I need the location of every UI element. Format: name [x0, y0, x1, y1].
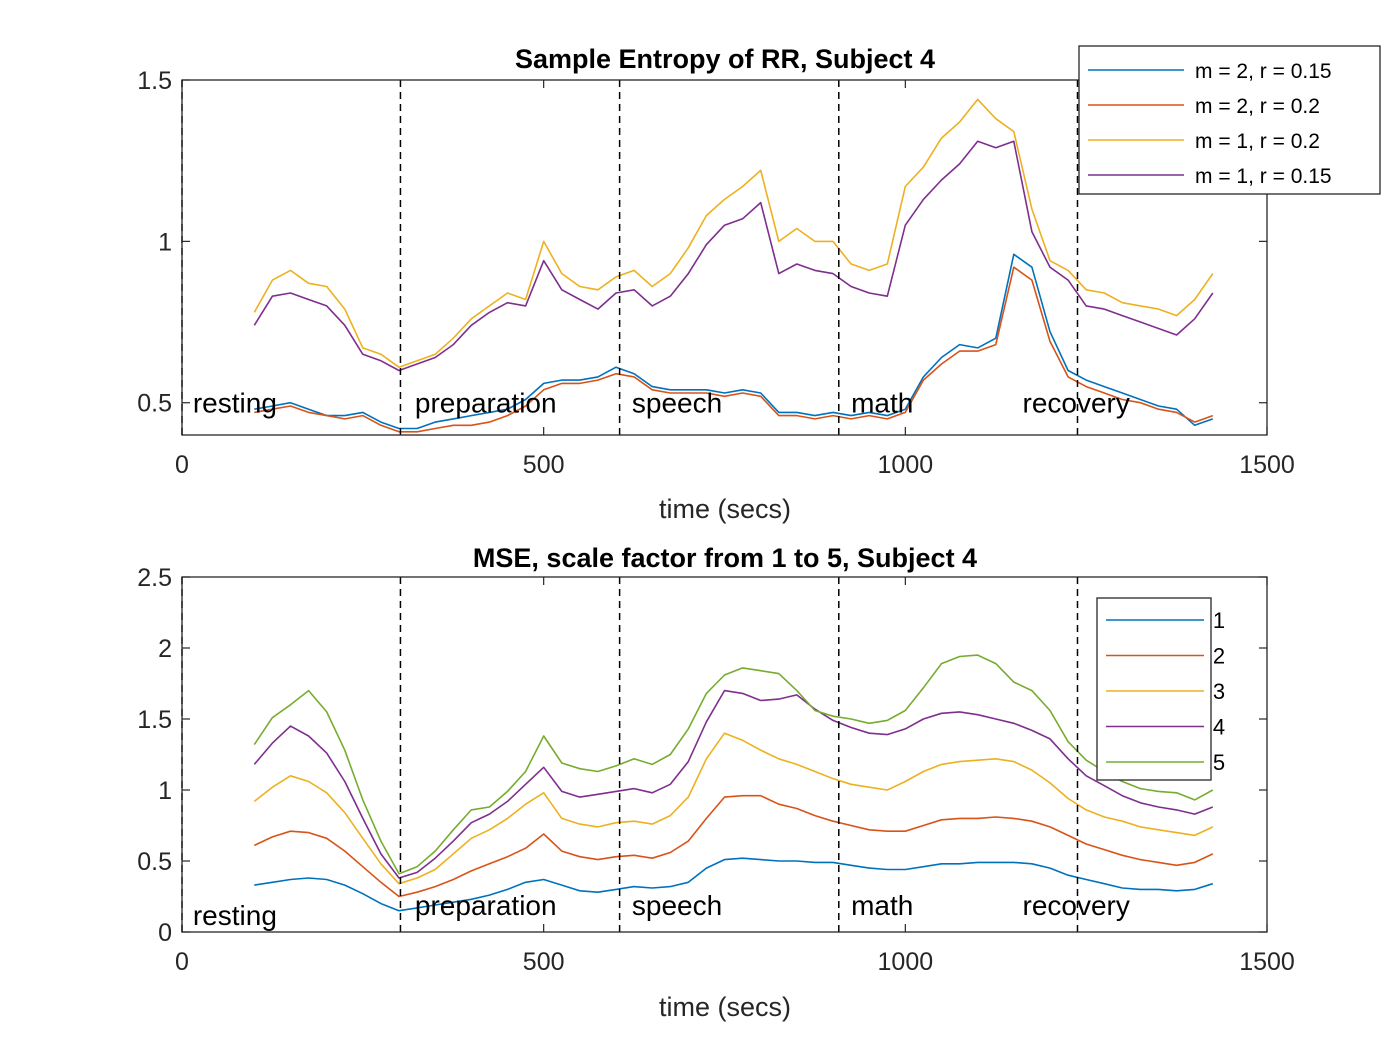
chart-title: MSE, scale factor from 1 to 5, Subject 4: [473, 543, 977, 573]
phase-label-resting: resting: [193, 388, 277, 419]
phase-label-math: math: [851, 388, 913, 419]
axes-box: [181, 79, 1268, 436]
y-tick-label: 1.5: [137, 706, 172, 734]
sample-entropy-chart: Sample Entropy of RR, Subject 4 time (se…: [137, 44, 1381, 524]
y-tick-label: 1: [158, 777, 172, 805]
y-tick-label: 1.5: [137, 67, 172, 95]
x-tick-label: 1000: [878, 948, 934, 976]
chart-title: Sample Entropy of RR, Subject 4: [515, 44, 935, 74]
series-line-3: [253, 732, 1214, 885]
phase-label-resting: resting: [193, 900, 277, 931]
x-tick-label: 500: [523, 948, 565, 976]
series-group: [253, 654, 1214, 912]
x-tick-label: 1500: [1239, 948, 1295, 976]
x-tick-label: 1500: [1239, 451, 1295, 479]
legend-entry: m = 1, r = 0.15: [1195, 165, 1332, 188]
legend-entry: 4: [1213, 715, 1225, 740]
plot-area: resting preparation speech math recovery 0 500…: [137, 67, 1295, 479]
series-line-2: [253, 794, 1214, 898]
y-tick-label: 2.5: [137, 564, 172, 592]
legend-entry: m = 2, r = 0.15: [1195, 60, 1332, 83]
y-tick-label: 2: [158, 635, 172, 663]
x-axis-label: time (secs): [659, 494, 791, 524]
phase-label-preparation: preparation: [415, 388, 557, 419]
phase-label-recovery: recovery: [1023, 388, 1130, 419]
x-tick-label: 500: [523, 451, 565, 479]
series-line-1: [254, 857, 1214, 912]
phase-label-preparation: preparation: [415, 890, 557, 921]
phase-label-speech: speech: [632, 388, 722, 419]
legend-entry: m = 1, r = 0.2: [1195, 130, 1320, 153]
phase-label-recovery: recovery: [1023, 890, 1130, 921]
legend-entry: m = 2, r = 0.2: [1195, 95, 1320, 118]
series-line-2: [254, 266, 1214, 433]
legend: 1 2 3 4 5: [1096, 597, 1225, 781]
y-tick-label: 0: [158, 919, 172, 947]
mse-chart: MSE, scale factor from 1 to 5, Subject 4…: [137, 543, 1295, 1022]
x-tick-label: 1000: [878, 451, 934, 479]
legend: m = 2, r = 0.15 m = 2, r = 0.2 m = 1, r = …: [1078, 45, 1381, 195]
legend-box: [1096, 597, 1212, 781]
y-tick-label: 0.5: [137, 390, 172, 418]
series-line-1: [254, 253, 1214, 430]
axes-box: [181, 576, 1268, 933]
phase-label-math: math: [851, 890, 913, 921]
y-tick-label: 1: [158, 228, 172, 256]
legend-entry: 1: [1213, 608, 1225, 633]
legend-entry: 5: [1213, 750, 1225, 775]
y-tick-label: 0.5: [137, 848, 172, 876]
series-line-4: [253, 689, 1214, 879]
x-tick-label: 0: [175, 451, 189, 479]
legend-entry: 2: [1213, 644, 1225, 669]
series-group: [253, 98, 1214, 433]
phase-label-speech: speech: [632, 890, 722, 921]
x-axis-label: time (secs): [659, 992, 791, 1022]
series-line-3: [253, 98, 1214, 369]
series-line-4: [253, 140, 1214, 372]
legend-entry: 3: [1213, 679, 1225, 704]
x-tick-label: 0: [175, 948, 189, 976]
series-line-5: [253, 654, 1214, 875]
